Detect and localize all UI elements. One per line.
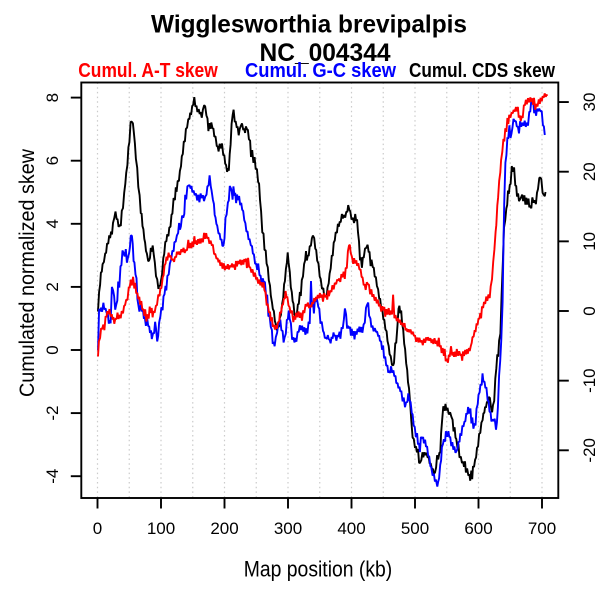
svg-text:Cumul. CDS skew: Cumul. CDS skew — [409, 60, 555, 82]
svg-text:-2: -2 — [43, 406, 62, 421]
svg-text:30: 30 — [580, 93, 599, 112]
svg-text:NC_004344: NC_004344 — [260, 39, 391, 67]
svg-text:8: 8 — [43, 93, 62, 102]
svg-text:300: 300 — [274, 519, 302, 538]
svg-text:6: 6 — [43, 156, 62, 165]
svg-text:-10: -10 — [580, 368, 599, 393]
svg-text:0: 0 — [93, 519, 102, 538]
svg-text:Wigglesworthia brevipalpis: Wigglesworthia brevipalpis — [151, 11, 467, 39]
svg-text:500: 500 — [401, 519, 429, 538]
svg-text:10: 10 — [580, 232, 599, 251]
svg-text:400: 400 — [337, 519, 365, 538]
svg-text:Cumul. A-T skew: Cumul. A-T skew — [78, 60, 218, 82]
svg-text:200: 200 — [210, 519, 238, 538]
svg-text:0: 0 — [580, 306, 599, 315]
svg-text:600: 600 — [464, 519, 492, 538]
svg-text:-4: -4 — [43, 469, 62, 484]
svg-text:Cumulated normalized skew: Cumulated normalized skew — [16, 148, 39, 397]
svg-text:Map position (kb): Map position (kb) — [244, 557, 393, 582]
svg-text:100: 100 — [147, 519, 175, 538]
svg-text:0: 0 — [43, 345, 62, 354]
svg-text:700: 700 — [528, 519, 556, 538]
svg-text:Cumul. G-C skew: Cumul. G-C skew — [245, 60, 396, 82]
svg-text:2: 2 — [43, 282, 62, 291]
svg-text:4: 4 — [43, 219, 62, 228]
svg-text:-20: -20 — [580, 438, 599, 463]
svg-text:20: 20 — [580, 162, 599, 181]
